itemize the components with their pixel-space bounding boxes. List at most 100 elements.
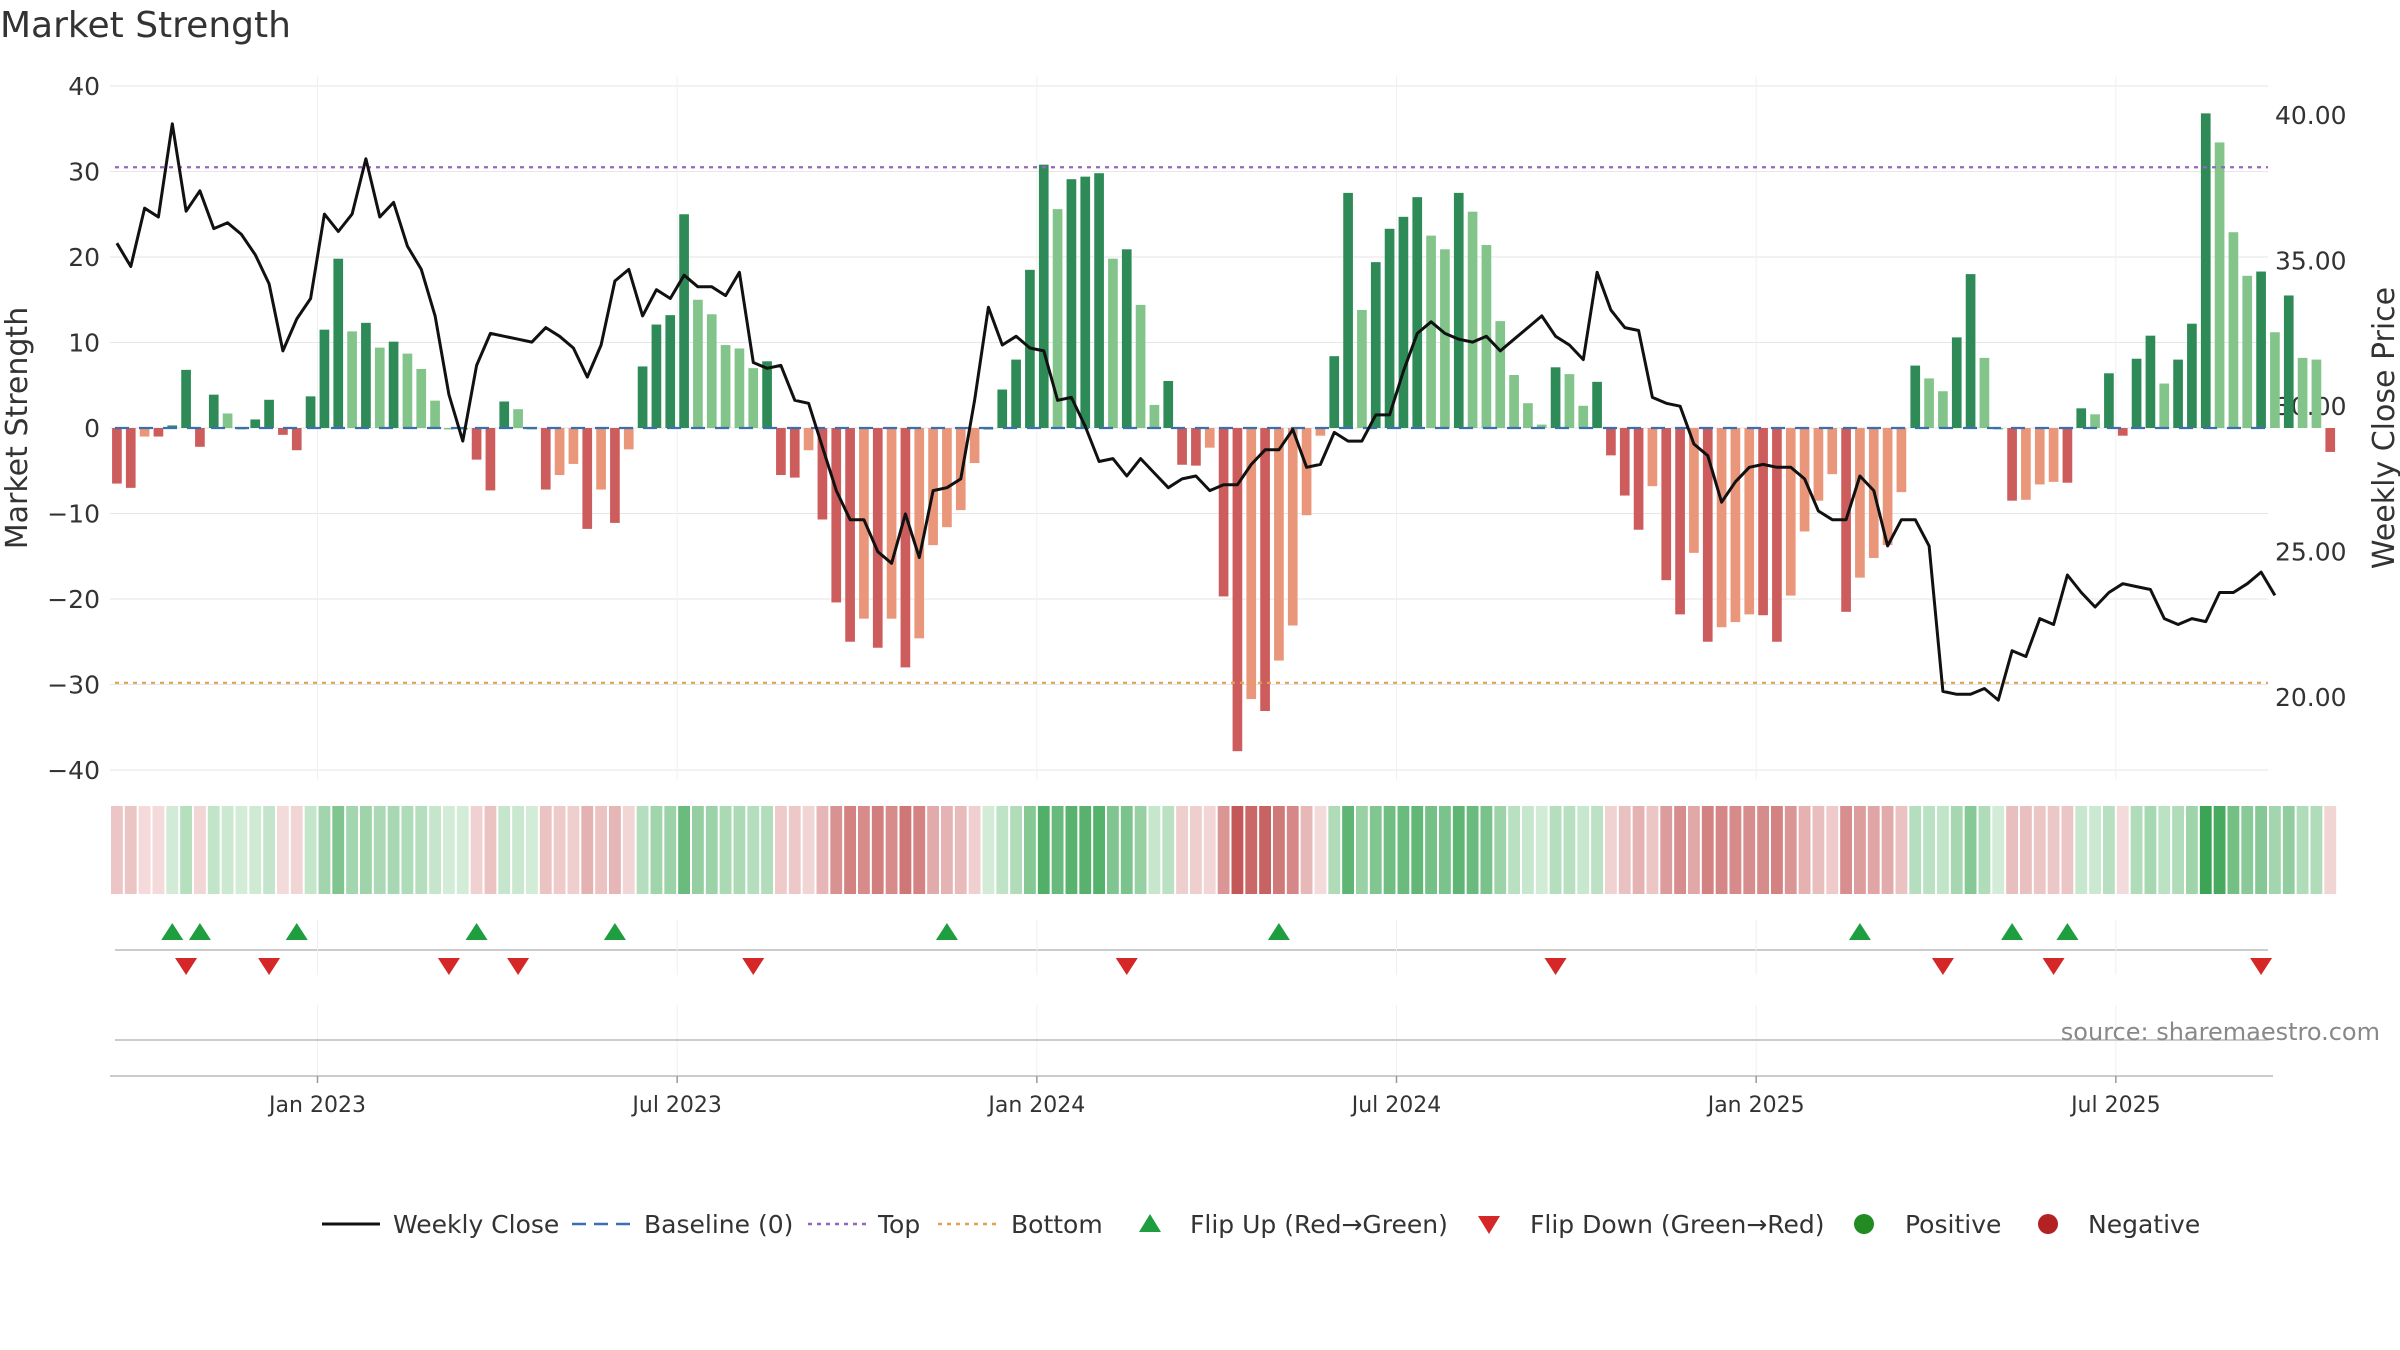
heat-cell <box>2047 806 2060 894</box>
strength-bar <box>2048 428 2059 482</box>
strength-bar <box>1951 337 1962 428</box>
heat-cell <box>346 806 358 894</box>
heat-cell <box>622 806 635 894</box>
strength-bar <box>2283 295 2294 428</box>
flip-down-marker <box>1931 958 1954 975</box>
strength-bar <box>997 389 1008 428</box>
strength-bar <box>250 419 261 428</box>
strength-bar <box>1910 365 1921 428</box>
flip-up-marker <box>161 923 184 940</box>
strength-bar <box>1108 258 1118 428</box>
strength-bar <box>278 428 288 435</box>
strength-bar <box>803 428 814 451</box>
legend-dot-icon <box>1854 1214 1874 1234</box>
heat-cell <box>539 806 552 894</box>
heat-cell <box>1356 806 1368 894</box>
strength-bar <box>1357 310 1367 428</box>
heat-cell <box>207 806 220 894</box>
strength-bar <box>485 428 496 491</box>
heat-cell <box>816 806 829 894</box>
heat-cell <box>415 806 428 894</box>
heat-cell <box>1411 806 1424 894</box>
strength-bar <box>1232 428 1243 752</box>
heat-cell <box>1328 806 1341 894</box>
heat-cell <box>1895 806 1908 894</box>
heat-cell <box>332 806 345 894</box>
strength-bar <box>1094 173 1104 428</box>
strength-bar <box>112 428 122 484</box>
strength-bar <box>720 345 731 428</box>
strength-bar <box>1523 403 1533 428</box>
strength-bar <box>319 329 330 428</box>
heat-cell <box>636 806 649 894</box>
strength-bar <box>1301 428 1312 516</box>
strength-bar <box>2021 428 2031 500</box>
strength-bar <box>2256 271 2266 428</box>
legend-label: Baseline (0) <box>644 1210 793 1239</box>
heat-cell <box>1466 806 1479 894</box>
heat-cell <box>1093 806 1105 894</box>
strength-bar <box>665 315 676 428</box>
heat-cell <box>553 806 566 894</box>
heat-cell <box>1563 806 1576 894</box>
legend-label: Negative <box>2088 1210 2200 1239</box>
heat-cell <box>830 806 843 894</box>
strength-bar <box>2104 373 2114 428</box>
strength-bar <box>748 368 759 428</box>
legend-dot-icon <box>2038 1214 2058 1234</box>
strength-bar <box>955 428 966 511</box>
heat-cell <box>1743 806 1756 894</box>
heat-cell <box>761 806 773 894</box>
strength-bar <box>623 428 634 450</box>
flip-up-marker <box>188 923 211 940</box>
strength-bar <box>1744 428 1755 615</box>
strength-heat-strip <box>111 806 2337 894</box>
heat-cell <box>927 806 939 894</box>
strength-bar <box>1315 428 1326 436</box>
strength-bar <box>1592 381 1602 428</box>
heat-cell <box>1300 806 1313 894</box>
left-tick-label: 20 <box>68 243 100 272</box>
heat-cell <box>1452 806 1465 894</box>
heat-cell <box>1771 806 1783 894</box>
strength-bar <box>2034 428 2045 485</box>
heat-cell <box>1646 806 1659 894</box>
heat-cell <box>401 806 414 894</box>
strength-bar <box>1938 391 1948 428</box>
heat-cell <box>2269 806 2281 894</box>
right-tick-label: 20.00 <box>2275 683 2347 712</box>
heat-cell <box>1079 806 1092 894</box>
heat-cell <box>290 806 303 894</box>
right-tick-label: 40.00 <box>2275 101 2347 130</box>
strength-bar <box>1398 216 1409 428</box>
heat-cell <box>1176 806 1188 894</box>
heat-cell <box>1342 806 1354 894</box>
strength-bar <box>264 399 274 428</box>
heat-cell <box>387 806 400 894</box>
heat-cell <box>498 806 511 894</box>
heat-cell <box>429 806 441 894</box>
x-tick-label: Jul 2024 <box>1350 1093 1442 1118</box>
heat-cell <box>1134 806 1147 894</box>
strength-bar <box>1564 374 1575 428</box>
flip-down-marker <box>1115 958 1138 975</box>
heat-cell <box>2213 806 2226 894</box>
legend-label: Flip Up (Red→Green) <box>1190 1210 1448 1239</box>
strength-bar <box>1453 192 1464 428</box>
strength-bar <box>388 341 399 428</box>
strength-bar <box>817 428 828 520</box>
heat-cell <box>1273 806 1285 894</box>
heat-cell <box>1618 806 1631 894</box>
heat-cell <box>788 806 801 894</box>
heat-cell <box>1286 806 1299 894</box>
heat-cell <box>1591 806 1603 894</box>
strength-bar <box>1689 428 1699 553</box>
strength-bar <box>762 361 772 428</box>
heat-cell <box>1784 806 1797 894</box>
heat-cell <box>1660 806 1673 894</box>
strength-bar <box>1246 428 1257 700</box>
strength-bar <box>208 394 219 428</box>
strength-bar <box>1647 428 1658 487</box>
flip-down-marker <box>175 958 198 975</box>
strength-bar <box>928 428 938 546</box>
